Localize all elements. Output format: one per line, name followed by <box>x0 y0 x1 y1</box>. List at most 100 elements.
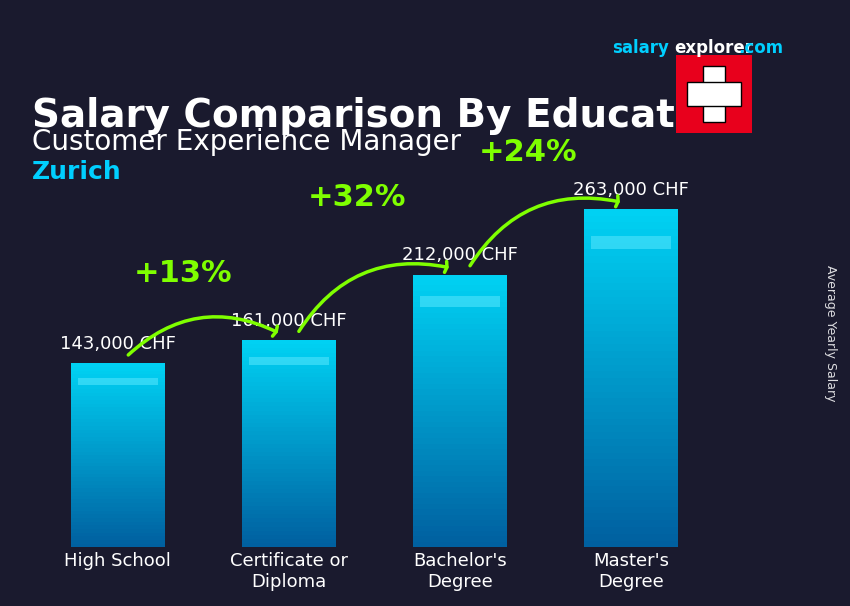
Bar <box>241 365 336 369</box>
Bar <box>71 400 165 404</box>
Bar <box>591 236 672 250</box>
Bar <box>71 396 165 400</box>
Bar <box>413 493 507 498</box>
Bar <box>413 373 507 378</box>
Bar <box>241 506 336 510</box>
Bar <box>584 284 678 290</box>
Bar <box>584 256 678 263</box>
Bar <box>413 471 507 476</box>
Bar <box>413 460 507 465</box>
Bar <box>241 394 336 398</box>
Bar <box>413 531 507 536</box>
Bar <box>241 390 336 394</box>
Bar <box>71 371 165 375</box>
Bar <box>241 489 336 493</box>
Bar <box>71 463 165 467</box>
Text: Average Yearly Salary: Average Yearly Salary <box>824 265 837 402</box>
Bar <box>71 367 165 371</box>
Bar <box>241 514 336 518</box>
Bar <box>413 329 507 335</box>
Bar <box>584 229 678 236</box>
Bar <box>71 364 165 367</box>
Bar <box>71 382 165 385</box>
Bar <box>241 357 336 361</box>
Text: +13%: +13% <box>133 259 232 288</box>
Bar <box>584 432 678 439</box>
Bar <box>71 375 165 378</box>
Bar <box>413 351 507 356</box>
Bar <box>413 285 507 291</box>
Bar <box>584 473 678 479</box>
Bar <box>413 291 507 296</box>
Bar <box>413 405 507 411</box>
Bar <box>71 459 165 463</box>
Bar <box>71 503 165 507</box>
Bar <box>584 391 678 398</box>
Bar <box>584 419 678 425</box>
Bar <box>413 416 507 422</box>
Bar <box>241 431 336 436</box>
Text: explorer: explorer <box>674 39 753 58</box>
FancyBboxPatch shape <box>702 66 725 121</box>
Bar <box>413 504 507 509</box>
Bar <box>241 415 336 419</box>
Bar <box>241 411 336 415</box>
Bar <box>584 270 678 276</box>
Bar <box>241 344 336 348</box>
Bar <box>241 402 336 407</box>
Bar <box>413 509 507 514</box>
Bar <box>413 318 507 324</box>
Bar <box>413 514 507 520</box>
Bar <box>241 539 336 543</box>
Bar <box>413 411 507 416</box>
Bar <box>584 385 678 391</box>
Bar <box>584 365 678 371</box>
Bar <box>584 209 678 216</box>
Bar <box>71 478 165 481</box>
Bar <box>71 492 165 496</box>
Bar <box>584 513 678 521</box>
Bar <box>71 411 165 415</box>
Bar <box>241 382 336 386</box>
Bar <box>584 236 678 243</box>
Bar <box>71 470 165 474</box>
Bar <box>584 425 678 432</box>
Bar <box>413 465 507 471</box>
Bar <box>413 302 507 307</box>
Bar <box>584 534 678 541</box>
Bar <box>71 385 165 389</box>
Bar <box>241 464 336 468</box>
Bar <box>413 536 507 542</box>
Bar <box>71 518 165 522</box>
Bar <box>241 340 336 344</box>
Bar <box>584 371 678 378</box>
Bar <box>241 473 336 477</box>
Bar <box>584 479 678 487</box>
Bar <box>241 477 336 481</box>
Bar <box>241 348 336 353</box>
Text: +24%: +24% <box>479 138 578 167</box>
Bar <box>241 378 336 382</box>
Bar <box>71 481 165 485</box>
Bar <box>584 351 678 358</box>
Bar <box>241 531 336 535</box>
Bar <box>241 510 336 514</box>
Bar <box>71 407 165 411</box>
Bar <box>413 345 507 351</box>
Bar <box>584 459 678 466</box>
Bar <box>413 449 507 454</box>
Bar <box>71 485 165 488</box>
Bar <box>241 543 336 547</box>
Bar <box>71 451 165 455</box>
Bar <box>241 423 336 427</box>
Bar <box>413 307 507 313</box>
Bar <box>241 485 336 489</box>
Bar <box>241 353 336 357</box>
Bar <box>584 398 678 405</box>
Bar <box>413 296 507 302</box>
Bar <box>413 482 507 487</box>
Bar <box>249 357 329 365</box>
FancyBboxPatch shape <box>687 82 740 105</box>
Bar <box>413 498 507 504</box>
Bar <box>71 474 165 478</box>
